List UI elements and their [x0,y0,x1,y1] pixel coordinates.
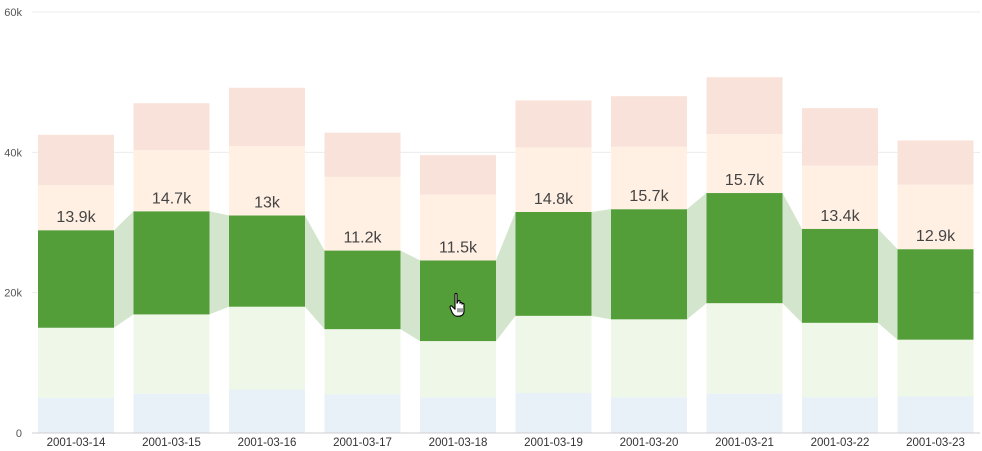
highlight-connectors [114,193,898,342]
x-tick-label: 2001-03-15 [142,437,201,449]
bars [38,77,974,433]
x-tick-label: 2001-03-19 [524,437,583,449]
hand-pointer-icon [449,292,465,317]
bar-segment[interactable] [611,146,687,210]
bar-segment[interactable] [38,397,114,433]
bar-segment[interactable] [515,393,592,433]
bar-segment[interactable] [420,155,496,195]
x-tick-label: 2001-03-16 [238,437,297,449]
bar-segment[interactable] [38,134,114,186]
bar-segment[interactable] [802,322,878,398]
bar-segment[interactable] [611,319,687,398]
bar-segment[interactable] [706,77,783,135]
data-label: 13.4k [820,208,860,225]
data-label: 13k [254,194,281,211]
bar-segment[interactable] [229,146,305,216]
data-label: 14.7k [152,190,192,207]
bar-segment[interactable] [897,249,974,340]
bar-segment[interactable] [611,96,687,147]
axes: 0 20k 40k 60k 2001-03-14 2001-03-15 2001-03-16… [4,7,980,449]
bar-segment[interactable] [420,194,496,261]
y-tick-label: 60k [4,7,22,19]
bar-segment[interactable] [897,339,974,397]
data-label: 12.9k [916,228,956,245]
data-label: 14.8k [534,191,574,208]
bar-stack[interactable] [897,140,974,433]
bar-segment[interactable] [324,250,401,330]
bar-segment[interactable] [38,327,114,398]
bar-segment[interactable] [897,184,974,250]
x-tick-label: 2001-03-20 [620,437,679,449]
bar-segment[interactable] [897,396,974,433]
data-label: 11.2k [344,230,383,247]
bar-stack[interactable] [611,96,687,433]
bar-segment[interactable] [133,150,210,212]
hand-pointer-icon [449,292,465,317]
highlight-connector [591,209,611,320]
highlight-connector [114,211,134,328]
y-tick-label: 0 [16,428,22,440]
bar-segment[interactable] [324,132,401,177]
y-tick-label: 40k [4,147,22,159]
bar-segment[interactable] [229,87,305,147]
y-tick-label: 20k [4,288,22,300]
highlight-connector [782,193,802,323]
highlight-connector [305,215,325,330]
bar-segment[interactable] [515,211,592,316]
highlight-connector [400,250,420,342]
bar-segment[interactable] [420,341,496,398]
bar-stack[interactable] [133,103,210,433]
bar-segment[interactable] [133,211,210,315]
data-labels: 13.9k 14.7k 13k 11.2k 11.5k 14.8k 15.7k 15.7k 13… [56,172,956,256]
bar-segment[interactable] [229,306,305,390]
bar-stack[interactable] [515,100,592,433]
bar-segment[interactable] [802,108,878,166]
bar-segment[interactable] [229,215,305,307]
bar-segment[interactable] [133,314,210,394]
x-tick-label: 2001-03-22 [811,437,870,449]
highlight-connector [209,211,229,315]
x-tick-label: 2001-03-23 [906,437,965,449]
x-tick-label: 2001-03-17 [333,437,392,449]
bar-stack[interactable] [802,108,878,433]
bar-segment[interactable] [706,134,783,194]
bar-segment[interactable] [515,100,592,148]
bar-segment[interactable] [706,303,783,394]
highlight-connector [496,211,516,342]
bar-segment[interactable] [802,228,878,323]
bar-segment[interactable] [515,147,592,212]
x-tick-label: 2001-03-14 [47,437,106,449]
bar-segment[interactable] [133,393,210,433]
highlight-connector [878,228,898,340]
bar-segment[interactable] [515,315,592,394]
bar-segment[interactable] [802,397,878,433]
x-tick-label: 2001-03-18 [429,437,488,449]
highlight-connector [687,193,707,320]
bar-segment[interactable] [802,165,878,229]
data-label: 15.7k [629,188,669,205]
bar-segment[interactable] [38,185,114,231]
bar-segment[interactable] [706,193,783,304]
data-label: 15.7k [725,172,765,189]
bar-stack[interactable] [706,77,783,433]
bar-segment[interactable] [229,389,305,433]
bar-stack[interactable] [324,132,401,433]
bar-segment[interactable] [897,140,974,185]
x-tick-label: 2001-03-21 [715,437,774,449]
bar-segment[interactable] [420,397,496,433]
bar-segment[interactable] [133,103,210,151]
bar-segment[interactable] [611,209,687,320]
data-label: 13.9k [56,209,96,226]
bar-segment[interactable] [324,329,401,395]
bar-stack[interactable] [229,87,305,433]
bar-segment[interactable] [324,176,401,251]
bar-stack[interactable] [38,134,114,433]
data-label: 11.5k [439,239,478,256]
bar-stack[interactable] [420,155,496,433]
bar-segment[interactable] [611,397,687,433]
bar-segment[interactable] [324,394,401,433]
bar-segment[interactable] [706,393,783,433]
bar-segment[interactable] [38,230,114,328]
